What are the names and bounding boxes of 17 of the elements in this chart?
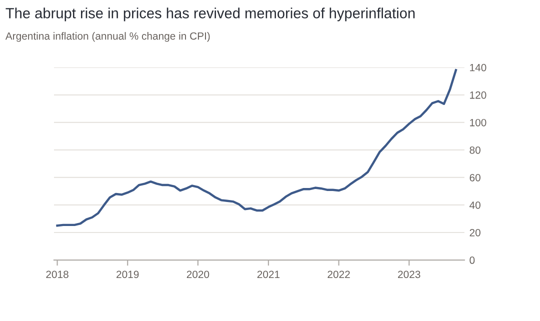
y-tick-label: 100: [470, 118, 486, 126]
y-tick-label: 140: [470, 64, 486, 72]
chart-subtitle: Argentina inflation (annual % change in CPI): [5, 32, 210, 42]
x-tick-label: 2022: [328, 270, 350, 278]
x-tick-label: 2023: [398, 270, 420, 278]
y-tick-label: 20: [470, 228, 480, 236]
y-tick-label: 0: [470, 256, 475, 264]
x-tick-label: 2020: [186, 270, 210, 278]
x-tick-label: 2019: [116, 270, 139, 278]
x-tick-label: 2018: [46, 270, 68, 278]
line-series: [56, 69, 458, 227]
x-tick-label: 2021: [257, 270, 280, 278]
y-tick-label: 40: [470, 201, 480, 209]
y-tick-label: 60: [470, 174, 480, 182]
chart-title: The abrupt rise in prices has revived memories of hyperinflation: [6, 8, 415, 22]
y-tick-label: 120: [470, 91, 486, 99]
y-tick-label: 80: [470, 146, 480, 154]
